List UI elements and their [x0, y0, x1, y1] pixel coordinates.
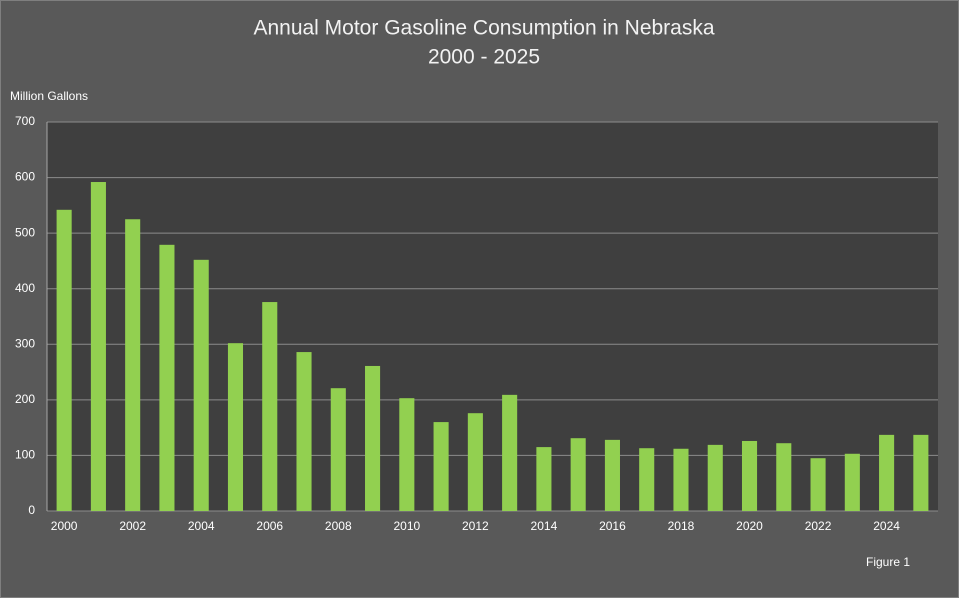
- bar: [879, 434, 895, 511]
- chart-title: Annual Motor Gasoline Consumption in Neb…: [253, 17, 714, 40]
- bar: [570, 438, 586, 511]
- x-tick-label: 2010: [393, 519, 420, 533]
- bar: [604, 439, 620, 511]
- bar: [536, 447, 552, 511]
- bar: [810, 458, 826, 511]
- x-tick-label: 2018: [668, 519, 695, 533]
- x-tick-label: 2016: [599, 519, 626, 533]
- bar: [844, 453, 860, 511]
- x-tick-label: 2014: [531, 519, 558, 533]
- bar: [296, 352, 312, 511]
- bar: [467, 413, 483, 511]
- plot-area: [47, 122, 938, 511]
- y-axis-label: Million Gallons: [10, 89, 88, 103]
- bar: [673, 448, 689, 511]
- bar: [707, 444, 723, 511]
- x-tick-label: 2022: [805, 519, 832, 533]
- bar: [913, 434, 929, 511]
- bar: [639, 448, 655, 511]
- bar: [125, 219, 141, 511]
- bar: [56, 209, 72, 511]
- y-tick-label: 700: [15, 114, 35, 128]
- bar: [193, 259, 209, 511]
- x-tick-label: 2008: [325, 519, 352, 533]
- bar: [365, 365, 381, 511]
- bar: [399, 398, 415, 511]
- x-tick-label: 2020: [736, 519, 763, 533]
- bar: [330, 388, 346, 511]
- x-tick-label: 2002: [119, 519, 146, 533]
- y-tick-label: 100: [15, 448, 35, 462]
- bar: [776, 443, 792, 511]
- bar: [227, 343, 244, 511]
- bar: [262, 302, 278, 511]
- chart-subtitle: 2000 - 2025: [428, 46, 540, 69]
- bar: [741, 440, 758, 511]
- x-tick-label: 2004: [188, 519, 215, 533]
- x-tick-label: 2024: [873, 519, 900, 533]
- bar: [159, 244, 175, 511]
- bar: [502, 394, 518, 511]
- y-tick-label: 600: [15, 170, 35, 184]
- x-tick-label: 2000: [51, 519, 78, 533]
- y-tick-label: 400: [15, 281, 35, 295]
- bar: [90, 182, 106, 511]
- y-tick-label: 500: [15, 225, 35, 239]
- bar: [433, 422, 449, 511]
- y-tick-label: 200: [15, 392, 35, 406]
- annotation: Figure 1: [866, 555, 910, 569]
- y-tick-label: 300: [15, 336, 35, 350]
- y-tick-label: 0: [28, 503, 35, 517]
- x-tick-label: 2012: [462, 519, 489, 533]
- x-tick-label: 2006: [256, 519, 283, 533]
